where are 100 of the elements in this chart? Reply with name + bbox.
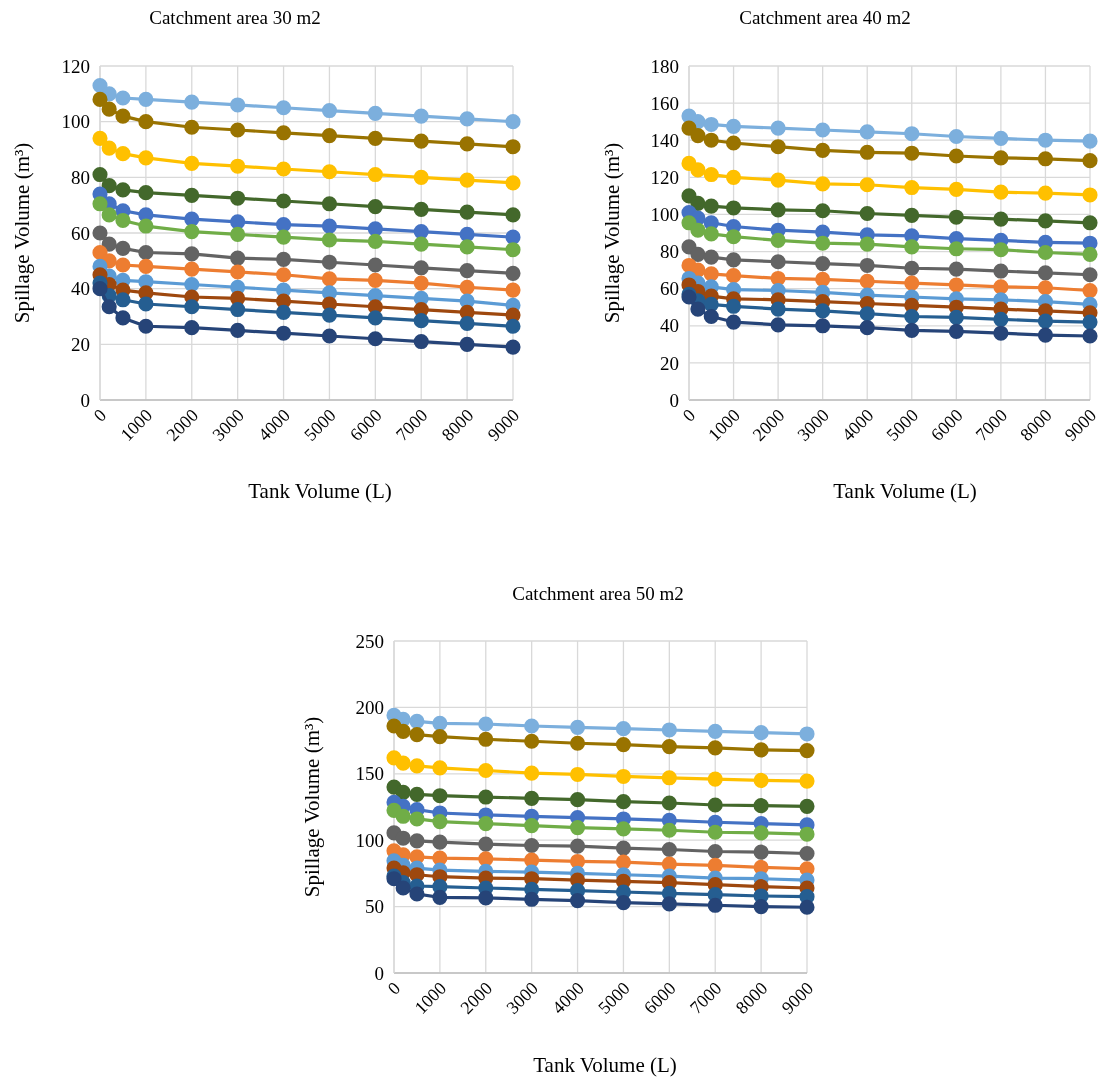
point <box>230 264 246 280</box>
point <box>432 834 448 850</box>
point <box>367 331 383 347</box>
point <box>904 239 920 255</box>
point <box>799 845 815 862</box>
point <box>184 261 200 277</box>
point <box>478 731 494 747</box>
point <box>505 265 521 281</box>
point <box>703 198 719 214</box>
point <box>993 311 1009 327</box>
point <box>395 755 411 771</box>
point <box>948 181 964 197</box>
point <box>321 307 338 323</box>
point <box>948 148 964 164</box>
point <box>725 298 742 314</box>
point <box>524 790 540 806</box>
point <box>703 266 719 282</box>
point <box>524 718 540 734</box>
point <box>770 317 786 333</box>
point <box>661 770 677 786</box>
point <box>993 130 1009 146</box>
point <box>409 886 425 902</box>
point <box>321 328 338 344</box>
point <box>432 715 448 731</box>
point <box>115 90 131 106</box>
y-tick-label: 120 <box>61 55 90 77</box>
point <box>230 301 246 318</box>
point <box>815 318 831 334</box>
point <box>615 895 632 911</box>
x-axis-title: Tank Volume (L) <box>248 479 392 503</box>
point <box>275 229 292 245</box>
point <box>92 281 108 297</box>
point <box>505 114 521 130</box>
y-tick-label: 100 <box>650 204 679 226</box>
point <box>815 176 831 192</box>
point <box>505 175 521 191</box>
point <box>92 225 108 241</box>
point <box>230 122 246 138</box>
point <box>707 843 723 860</box>
point <box>904 275 920 291</box>
x-tick-label: 0 <box>89 405 111 426</box>
point <box>615 821 632 837</box>
point <box>615 794 632 810</box>
point <box>815 303 831 319</box>
point <box>948 241 964 257</box>
y-tick-label: 250 <box>355 630 384 652</box>
point <box>1037 327 1054 343</box>
point <box>1037 132 1054 148</box>
point <box>753 844 769 860</box>
y-tick-label: 0 <box>80 389 90 411</box>
point <box>524 837 540 854</box>
point <box>948 309 964 325</box>
point <box>367 272 383 288</box>
point <box>115 292 131 308</box>
y-tick-label: 80 <box>660 241 679 263</box>
point <box>413 108 429 124</box>
x-tick-label: 7000 <box>391 405 432 445</box>
point <box>799 726 815 742</box>
point <box>413 224 429 240</box>
point <box>859 257 875 274</box>
x-tick-label: 6000 <box>927 405 967 445</box>
point <box>1082 215 1098 231</box>
point <box>115 182 131 198</box>
point <box>690 222 706 238</box>
point <box>904 260 920 276</box>
point <box>661 896 677 912</box>
point <box>321 102 338 119</box>
point <box>321 232 338 248</box>
point <box>661 822 677 838</box>
point <box>92 130 108 146</box>
point <box>505 242 521 258</box>
point <box>230 226 246 242</box>
point <box>524 733 540 749</box>
point <box>184 187 200 203</box>
point <box>101 140 117 156</box>
y-tick-label: 0 <box>374 962 384 984</box>
y-tick-label: 200 <box>355 697 384 719</box>
point <box>815 271 831 287</box>
y-tick-label: 40 <box>660 315 679 337</box>
point <box>725 252 742 268</box>
point <box>367 167 383 183</box>
point <box>703 249 719 265</box>
point <box>753 725 769 741</box>
y-tick-label: 40 <box>71 278 90 300</box>
point <box>459 136 475 152</box>
chart-title: Catchment area 30 m2 <box>149 7 321 28</box>
point <box>413 260 429 276</box>
point <box>615 737 632 753</box>
point <box>275 100 292 116</box>
point <box>904 308 920 325</box>
point <box>367 233 383 249</box>
point <box>725 200 742 216</box>
point <box>799 798 815 814</box>
point <box>184 94 200 110</box>
point <box>409 833 425 849</box>
point <box>184 276 200 293</box>
point <box>703 132 719 148</box>
point <box>478 836 494 852</box>
point <box>799 743 815 759</box>
point <box>101 101 117 117</box>
